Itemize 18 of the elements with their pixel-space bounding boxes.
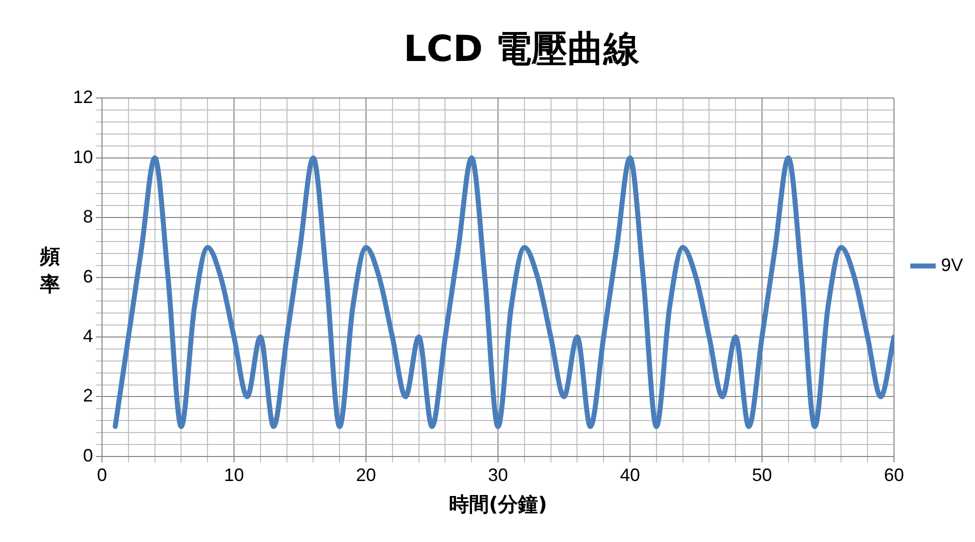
y-tick-label: 8 <box>83 206 94 227</box>
x-tick-label: 60 <box>884 465 904 486</box>
y-tick-label: 0 <box>83 445 94 466</box>
legend-label: 9V <box>940 254 964 275</box>
y-tick-label: 6 <box>83 266 94 286</box>
x-tick-label: 10 <box>224 465 244 486</box>
chart-title: LCD 電壓曲線 <box>404 28 640 70</box>
y-tick-label: 12 <box>72 87 94 108</box>
x-tick-label: 30 <box>488 465 508 486</box>
x-tick-label: 20 <box>356 465 376 486</box>
y-axis-title: 頻率 <box>40 243 60 298</box>
x-tick-label: 0 <box>97 465 108 486</box>
y-tick-label: 10 <box>72 146 94 167</box>
x-tick-label: 50 <box>752 465 772 486</box>
x-axis-title: 時間(分鐘) <box>448 492 548 516</box>
x-tick-label: 40 <box>620 465 640 486</box>
y-tick-label: 2 <box>83 386 94 406</box>
y-tick-label: 4 <box>83 326 94 346</box>
